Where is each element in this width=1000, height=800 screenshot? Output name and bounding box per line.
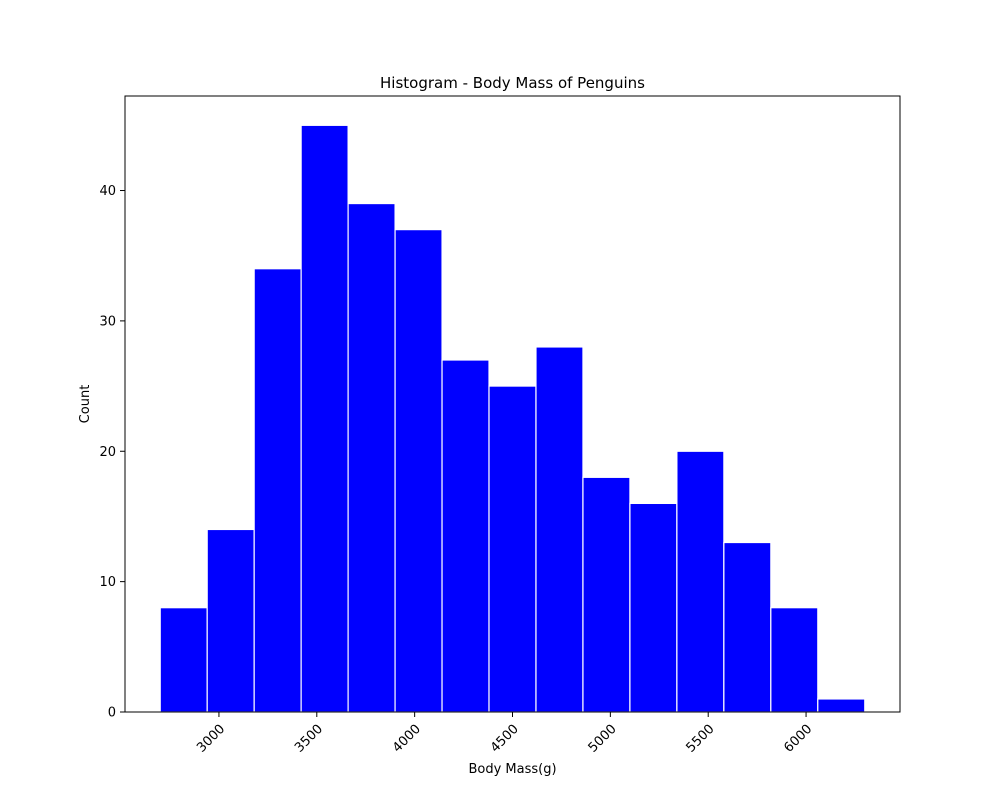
histogram-bar	[206, 528, 255, 713]
x-tick-label: 5000	[586, 722, 620, 756]
x-tick-label: 5500	[684, 722, 718, 756]
x-axis-label: Body Mass(g)	[468, 762, 556, 777]
y-axis-label: Count	[78, 385, 93, 424]
chart-title: Histogram - Body Mass of Penguins	[380, 74, 645, 92]
histogram-bar	[629, 502, 678, 713]
y-axis: 0 10 20 30 40	[99, 184, 125, 721]
histogram-bar	[676, 450, 725, 713]
x-tick-label: 6000	[781, 722, 815, 756]
histogram-bar	[817, 698, 866, 713]
histogram-bar	[253, 268, 302, 713]
histogram-bar	[300, 124, 349, 713]
y-tick-label: 20	[99, 445, 116, 460]
histogram-bar	[441, 359, 490, 713]
x-axis: 3000 3500 4000 4500 5000 5500 6000	[194, 712, 815, 756]
histogram-bar	[347, 202, 396, 713]
y-tick-label: 0	[108, 706, 116, 721]
histogram-bar	[582, 476, 631, 713]
histogram-bar	[394, 229, 443, 713]
y-tick-label: 10	[99, 575, 116, 590]
histogram-bar	[159, 607, 208, 713]
y-tick-label: 30	[99, 314, 116, 329]
y-tick-label: 40	[99, 184, 116, 199]
histogram-bar	[770, 607, 819, 713]
bars-group	[159, 124, 866, 713]
x-tick-label: 3000	[194, 722, 228, 756]
x-tick-label: 4000	[390, 722, 424, 756]
x-tick-label: 4500	[488, 722, 522, 756]
histogram-bar	[535, 346, 584, 713]
x-tick-label: 3500	[292, 722, 326, 756]
histogram-bar	[723, 541, 772, 713]
histogram-bar	[488, 385, 537, 713]
